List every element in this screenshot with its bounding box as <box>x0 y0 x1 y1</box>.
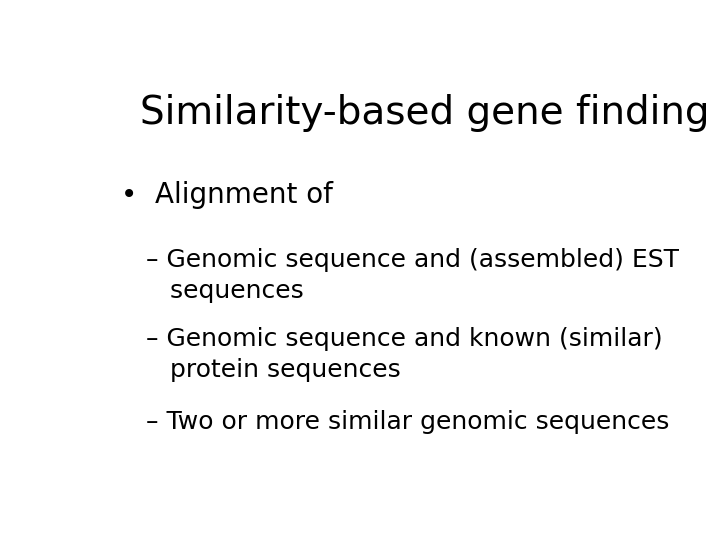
Text: – Genomic sequence and known (similar)
   protein sequences: – Genomic sequence and known (similar) p… <box>145 327 662 382</box>
Text: – Genomic sequence and (assembled) EST
   sequences: – Genomic sequence and (assembled) EST s… <box>145 248 679 303</box>
Text: •  Alignment of: • Alignment of <box>121 181 333 209</box>
Text: Similarity-based gene finding: Similarity-based gene finding <box>140 94 710 132</box>
Text: – Two or more similar genomic sequences: – Two or more similar genomic sequences <box>145 410 669 434</box>
